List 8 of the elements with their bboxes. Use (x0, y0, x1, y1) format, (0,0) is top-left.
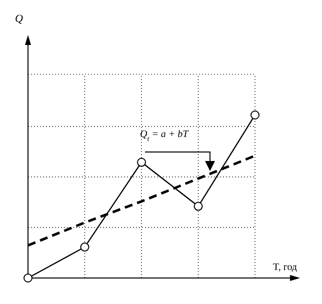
point (137, 158, 146, 167)
text: Q (15, 13, 24, 25)
point (194, 202, 203, 211)
annotation: Q$_{t}$ = a + bT (140, 129, 190, 143)
x-axis-title: T, год (272, 262, 297, 273)
point (24, 274, 32, 282)
point (250, 110, 260, 120)
point (80, 242, 90, 252)
